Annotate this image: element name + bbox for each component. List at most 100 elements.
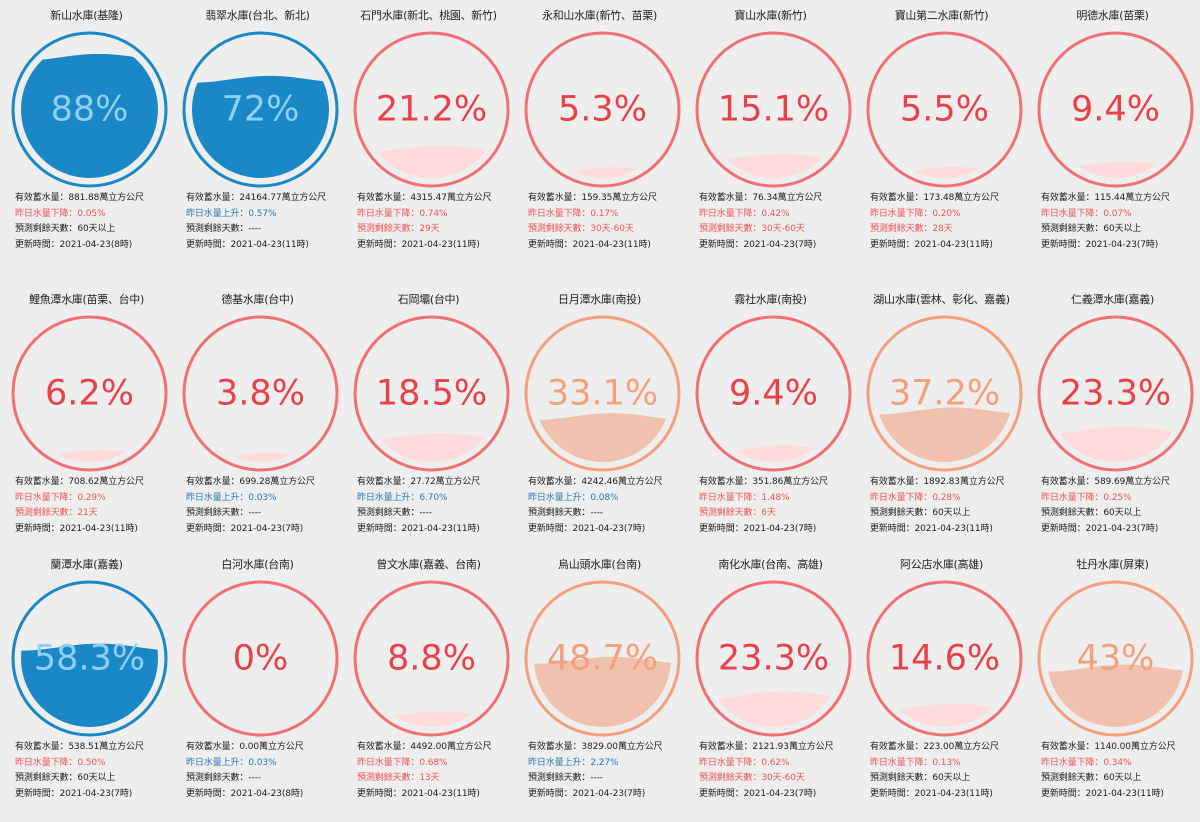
level-percent-text: 5.5% [900,90,989,130]
reservoir-stats: 有效蓄水量：1892.83萬立方公尺 昨日水量下降：0.28% 預測剩餘天數：6… [870,475,1030,537]
water-level-gauge: 14.6% [866,580,1023,737]
days-line: 預測剩餘天數：60天以上 [15,224,116,234]
reservoir-name: 石岡壩(台中) [397,293,460,306]
level-percent-text: 18.5% [376,374,487,414]
change-line: 昨日水量下降：0.29% [15,492,106,503]
update-time-line: 更新時間：2021-04-23(8時) [186,788,304,799]
reservoir-name: 日月潭水庫(南投) [558,293,641,306]
change-line: 昨日水量下降：0.13% [870,757,961,768]
reservoir-card: 霧社水庫(南投) 9.4% 有效蓄水量：351.86萬立方公尺 昨日水量下降：1… [688,293,859,534]
reservoir-card: 翡翠水庫(台北、新北) 72% 有效蓄水量：24164.77萬立方公尺 昨日水量… [175,9,346,250]
water-fill [705,153,842,178]
capacity-line: 有效蓄水量：24164.77萬立方公尺 [186,193,327,203]
water-level-gauge: 21.2% [353,31,510,188]
update-time-line: 更新時間：2021-04-23(11時) [357,239,480,250]
water-fill [534,167,671,178]
level-percent-text: 8.8% [387,639,476,679]
reservoir-name: 明德水庫(苗栗) [1076,9,1149,22]
update-time-line: 更新時間：2021-04-23(7時) [528,788,646,799]
reservoir-name: 湖山水庫(雲林、彰化、嘉義) [873,293,1010,306]
reservoir-card: 明德水庫(苗栗) 9.4% 有效蓄水量：115.44萬立方公尺 昨日水量下降：0… [1030,9,1200,250]
reservoir-stats: 有效蓄水量：881.88萬立方公尺 昨日水量下降：0.05% 預測剩餘天數：60… [15,191,175,253]
level-percent-text: 14.6% [889,639,1000,679]
reservoir-stats: 有效蓄水量：1140.00萬立方公尺 昨日水量下降：0.34% 預測剩餘天數：6… [1041,740,1200,802]
water-level-gauge: 15.1% [695,31,852,188]
reservoir-name: 翡翠水庫(台北、新北) [205,9,310,22]
days-line: 預測剩餘天數：60天以上 [15,773,116,783]
level-percent-text: 23.3% [1060,374,1171,414]
reservoir-stats: 有效蓄水量：3829.00萬立方公尺 昨日水量上升：2.27% 預測剩餘天數：-… [528,740,688,802]
water-level-gauge: 58.3% [11,580,168,737]
change-line: 昨日水量下降：0.62% [699,757,790,768]
capacity-line: 有效蓄水量：4492.00萬立方公尺 [357,742,492,752]
reservoir-card: 湖山水庫(雲林、彰化、嘉義) 37.2% 有效蓄水量：1892.83萬立方公尺 … [859,293,1030,534]
days-line: 預測剩餘天數：28天 [870,224,953,234]
reservoir-name: 永和山水庫(新竹、苗栗) [542,9,657,22]
water-level-gauge: 5.5% [866,31,1023,188]
reservoir-stats: 有效蓄水量：4242.46萬立方公尺 昨日水量上升：0.08% 預測剩餘天數：-… [528,475,688,537]
reservoir-card: 日月潭水庫(南投) 33.1% 有效蓄水量：4242.46萬立方公尺 昨日水量上… [517,293,688,534]
capacity-line: 有效蓄水量：223.00萬立方公尺 [870,742,999,752]
reservoir-name: 曾文水庫(嘉義、台南) [376,558,481,571]
water-fill [363,711,500,727]
gauge-ring [866,31,1023,188]
capacity-line: 有效蓄水量：1892.83萬立方公尺 [870,477,1005,487]
level-percent-text: 0% [233,639,289,679]
reservoir-stats: 有效蓄水量：159.35萬立方公尺 昨日水量下降：0.17% 預測剩餘天數：30… [528,191,688,253]
reservoir-card: 永和山水庫(新竹、苗栗) 5.3% 有效蓄水量：159.35萬立方公尺 昨日水量… [517,9,688,250]
days-line: 預測剩餘天數：30天-60天 [528,224,634,234]
gauge-ring [695,31,852,188]
gauge-ring [1037,580,1194,737]
reservoir-name: 鯉魚潭水庫(苗栗、台中) [29,293,144,306]
reservoir-card: 石岡壩(台中) 18.5% 有效蓄水量：27.72萬立方公尺 昨日水量上升：6.… [346,293,517,534]
reservoir-name: 德基水庫(台中) [221,293,294,306]
water-fill [534,656,671,727]
water-level-gauge: 72% [182,31,339,188]
update-time-line: 更新時間：2021-04-23(11時) [357,788,480,799]
reservoir-card: 德基水庫(台中) 3.8% 有效蓄水量：699.28萬立方公尺 昨日水量上升：0… [175,293,346,534]
level-percent-text: 9.4% [729,374,818,414]
update-time-line: 更新時間：2021-04-23(11時) [870,239,993,250]
days-line: 預測剩餘天數：21天 [15,508,98,518]
capacity-line: 有效蓄水量：2121.93萬立方公尺 [699,742,834,752]
reservoir-card: 曾文水庫(嘉義、台南) 8.8% 有效蓄水量：4492.00萬立方公尺 昨日水量… [346,558,517,799]
capacity-line: 有效蓄水量：589.69萬立方公尺 [1041,477,1170,487]
gauge-ring [182,580,339,737]
days-line: 預測剩餘天數：60天以上 [1041,508,1142,518]
update-time-line: 更新時間：2021-04-23(11時) [186,239,309,250]
gauge-ring [11,31,168,188]
reservoir-name: 新山水庫(基隆) [50,9,123,22]
reservoir-stats: 有效蓄水量：2121.93萬立方公尺 昨日水量下降：0.62% 預測剩餘天數：3… [699,740,859,802]
update-time-line: 更新時間：2021-04-23(8時) [15,239,133,250]
capacity-line: 有效蓄水量：881.88萬立方公尺 [15,193,144,203]
reservoir-stats: 有效蓄水量：223.00萬立方公尺 昨日水量下降：0.13% 預測剩餘天數：60… [870,740,1030,802]
water-level-gauge: 0% [182,580,339,737]
gauge-ring [11,580,168,737]
update-time-line: 更新時間：2021-04-23(11時) [870,788,993,799]
change-line: 昨日水量下降：0.28% [870,492,961,503]
days-line: 預測剩餘天數：60天以上 [870,773,971,783]
reservoir-card: 蘭潭水庫(嘉義) 58.3% 有效蓄水量：538.51萬立方公尺 昨日水量下降：… [4,558,175,799]
water-fill [534,413,671,462]
days-line: 預測剩餘天數：6天 [699,508,776,518]
level-percent-text: 15.1% [718,90,829,130]
update-time-line: 更新時間：2021-04-23(11時) [357,523,480,534]
water-level-gauge: 9.4% [695,315,852,472]
reservoir-card: 新山水庫(基隆) 88% 有效蓄水量：881.88萬立方公尺 昨日水量下降：0.… [4,9,175,250]
update-time-line: 更新時間：2021-04-23(11時) [1041,788,1164,799]
gauge-ring [524,31,681,188]
days-line: 預測剩餘天數：---- [357,508,432,518]
days-line: 預測剩餘天數：13天 [357,773,440,783]
days-line: 預測剩餘天數：30天-60天 [699,773,805,783]
update-time-line: 更新時間：2021-04-23(11時) [528,239,651,250]
change-line: 昨日水量下降：0.50% [15,757,106,768]
reservoir-stats: 有效蓄水量：708.62萬立方公尺 昨日水量下降：0.29% 預測剩餘天數：21… [15,475,175,537]
water-fill [876,407,1013,462]
days-line: 預測剩餘天數：---- [186,224,261,234]
capacity-line: 有效蓄水量：115.44萬立方公尺 [1041,193,1170,203]
change-line: 昨日水量下降：0.74% [357,208,448,219]
water-level-gauge: 88% [11,31,168,188]
days-line: 預測剩餘天數：60天以上 [870,508,971,518]
reservoir-stats: 有效蓄水量：538.51萬立方公尺 昨日水量下降：0.50% 預測剩餘天數：60… [15,740,175,802]
water-level-gauge: 37.2% [866,315,1023,472]
